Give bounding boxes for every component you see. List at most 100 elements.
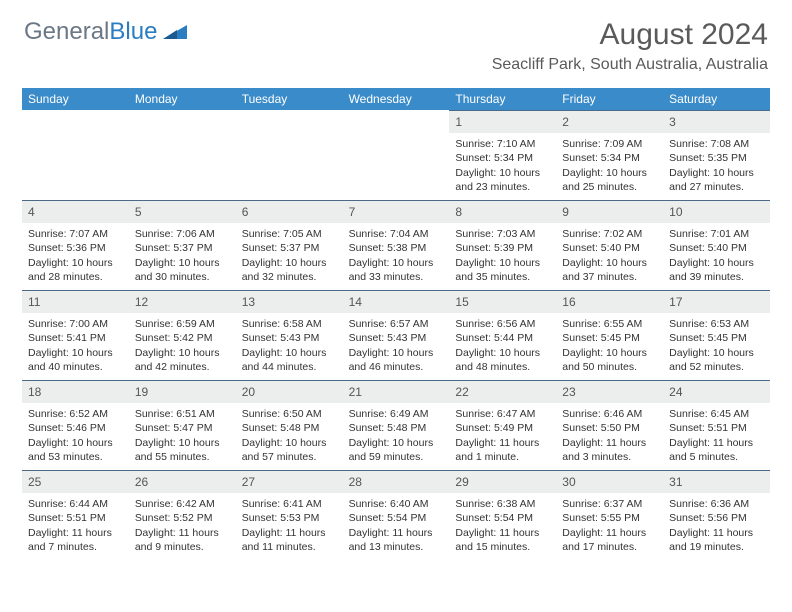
daylight-text-2: and 11 minutes. xyxy=(242,540,337,554)
daylight-text-2: and 17 minutes. xyxy=(562,540,657,554)
sunset-text: Sunset: 5:34 PM xyxy=(455,151,550,165)
day-details: Sunrise: 7:01 AMSunset: 5:40 PMDaylight:… xyxy=(663,223,770,290)
sunrise-text: Sunrise: 6:45 AM xyxy=(669,407,764,421)
day-cell-4: 4Sunrise: 7:07 AMSunset: 5:36 PMDaylight… xyxy=(22,200,129,290)
days-grid: ........1Sunrise: 7:10 AMSunset: 5:34 PM… xyxy=(22,110,770,560)
daylight-text-1: Daylight: 10 hours xyxy=(242,436,337,450)
day-details: Sunrise: 7:07 AMSunset: 5:36 PMDaylight:… xyxy=(22,223,129,290)
day-details: Sunrise: 7:06 AMSunset: 5:37 PMDaylight:… xyxy=(129,223,236,290)
daylight-text-2: and 19 minutes. xyxy=(669,540,764,554)
daylight-text-1: Daylight: 11 hours xyxy=(562,526,657,540)
day-cell-17: 17Sunrise: 6:53 AMSunset: 5:45 PMDayligh… xyxy=(663,290,770,380)
day-cell-10: 10Sunrise: 7:01 AMSunset: 5:40 PMDayligh… xyxy=(663,200,770,290)
sunset-text: Sunset: 5:35 PM xyxy=(669,151,764,165)
sunset-text: Sunset: 5:50 PM xyxy=(562,421,657,435)
daylight-text-2: and 59 minutes. xyxy=(349,450,444,464)
sunrise-text: Sunrise: 7:06 AM xyxy=(135,227,230,241)
sunset-text: Sunset: 5:40 PM xyxy=(562,241,657,255)
daylight-text-2: and 27 minutes. xyxy=(669,180,764,194)
daylight-text-2: and 13 minutes. xyxy=(349,540,444,554)
weekday-thursday: Thursday xyxy=(449,88,556,110)
daylight-text-2: and 28 minutes. xyxy=(28,270,123,284)
daylight-text-2: and 1 minute. xyxy=(455,450,550,464)
day-cell-31: 31Sunrise: 6:36 AMSunset: 5:56 PMDayligh… xyxy=(663,470,770,560)
day-details: Sunrise: 6:50 AMSunset: 5:48 PMDaylight:… xyxy=(236,403,343,470)
day-number: 14 xyxy=(343,290,450,313)
day-cell-8: 8Sunrise: 7:03 AMSunset: 5:39 PMDaylight… xyxy=(449,200,556,290)
day-cell-3: 3Sunrise: 7:08 AMSunset: 5:35 PMDaylight… xyxy=(663,110,770,200)
sunrise-text: Sunrise: 6:49 AM xyxy=(349,407,444,421)
day-cell-13: 13Sunrise: 6:58 AMSunset: 5:43 PMDayligh… xyxy=(236,290,343,380)
day-number: 6 xyxy=(236,200,343,223)
day-details: Sunrise: 6:41 AMSunset: 5:53 PMDaylight:… xyxy=(236,493,343,560)
day-cell-24: 24Sunrise: 6:45 AMSunset: 5:51 PMDayligh… xyxy=(663,380,770,470)
day-cell-12: 12Sunrise: 6:59 AMSunset: 5:42 PMDayligh… xyxy=(129,290,236,380)
daylight-text-1: Daylight: 11 hours xyxy=(242,526,337,540)
day-number: 31 xyxy=(663,470,770,493)
sunrise-text: Sunrise: 6:51 AM xyxy=(135,407,230,421)
daylight-text-2: and 40 minutes. xyxy=(28,360,123,374)
day-number: 20 xyxy=(236,380,343,403)
day-cell-2: 2Sunrise: 7:09 AMSunset: 5:34 PMDaylight… xyxy=(556,110,663,200)
day-number: 18 xyxy=(22,380,129,403)
day-number: 24 xyxy=(663,380,770,403)
sunrise-text: Sunrise: 6:52 AM xyxy=(28,407,123,421)
day-details: Sunrise: 6:51 AMSunset: 5:47 PMDaylight:… xyxy=(129,403,236,470)
sunset-text: Sunset: 5:43 PM xyxy=(349,331,444,345)
daylight-text-2: and 3 minutes. xyxy=(562,450,657,464)
day-cell-23: 23Sunrise: 6:46 AMSunset: 5:50 PMDayligh… xyxy=(556,380,663,470)
day-details: Sunrise: 6:44 AMSunset: 5:51 PMDaylight:… xyxy=(22,493,129,560)
sunrise-text: Sunrise: 7:01 AM xyxy=(669,227,764,241)
day-cell-29: 29 Sunrise: 6:38 AMSunset: 5:54 PMDayligh… xyxy=(449,470,556,560)
sunset-text: Sunset: 5:52 PM xyxy=(135,511,230,525)
sunset-text: Sunset: 5:54 PM xyxy=(455,511,550,525)
daylight-text-1: Daylight: 10 hours xyxy=(455,166,550,180)
sunrise-text: Sunrise: 7:09 AM xyxy=(562,137,657,151)
day-number: 7 xyxy=(343,200,450,223)
day-cell-5: 5Sunrise: 7:06 AMSunset: 5:37 PMDaylight… xyxy=(129,200,236,290)
day-cell-20: 20Sunrise: 6:50 AMSunset: 5:48 PMDayligh… xyxy=(236,380,343,470)
day-details: Sunrise: 7:04 AMSunset: 5:38 PMDaylight:… xyxy=(343,223,450,290)
day-details: Sunrise: 7:08 AMSunset: 5:35 PMDaylight:… xyxy=(663,133,770,200)
sunrise-text: Sunrise: 6:55 AM xyxy=(562,317,657,331)
sunrise-text: Sunrise: 7:07 AM xyxy=(28,227,123,241)
sunrise-text: Sunrise: 6:59 AM xyxy=(135,317,230,331)
sunrise-text: Sunrise: 6:38 AM xyxy=(455,497,550,511)
sunrise-text: Sunrise: 6:44 AM xyxy=(28,497,123,511)
location-subtitle: Seacliff Park, South Australia, Australi… xyxy=(492,56,768,74)
calendar: SundayMondayTuesdayWednesdayThursdayFrid… xyxy=(22,88,770,560)
day-cell-22: 22Sunrise: 6:47 AMSunset: 5:49 PMDayligh… xyxy=(449,380,556,470)
day-details: Sunrise: 6:57 AMSunset: 5:43 PMDaylight:… xyxy=(343,313,450,380)
day-number: 2 xyxy=(556,110,663,133)
day-number: 8 xyxy=(449,200,556,223)
weekday-tuesday: Tuesday xyxy=(236,88,343,110)
day-cell-7: 7Sunrise: 7:04 AMSunset: 5:38 PMDaylight… xyxy=(343,200,450,290)
sunrise-text: Sunrise: 6:46 AM xyxy=(562,407,657,421)
weekday-header-row: SundayMondayTuesdayWednesdayThursdayFrid… xyxy=(22,88,770,110)
sunset-text: Sunset: 5:56 PM xyxy=(669,511,764,525)
day-cell-empty: .. xyxy=(129,110,236,200)
daylight-text-2: and 5 minutes. xyxy=(669,450,764,464)
sunrise-text: Sunrise: 6:50 AM xyxy=(242,407,337,421)
day-number: 10 xyxy=(663,200,770,223)
day-number: 1 xyxy=(449,110,556,133)
weekday-saturday: Saturday xyxy=(663,88,770,110)
day-cell-15: 15Sunrise: 6:56 AMSunset: 5:44 PMDayligh… xyxy=(449,290,556,380)
daylight-text-1: Daylight: 11 hours xyxy=(455,526,550,540)
sunset-text: Sunset: 5:45 PM xyxy=(562,331,657,345)
weekday-monday: Monday xyxy=(129,88,236,110)
daylight-text-1: Daylight: 10 hours xyxy=(135,256,230,270)
daylight-text-1: Daylight: 11 hours xyxy=(455,436,550,450)
daylight-text-2: and 57 minutes. xyxy=(242,450,337,464)
day-details: Sunrise: 6:55 AMSunset: 5:45 PMDaylight:… xyxy=(556,313,663,380)
day-details: Sunrise: 6:37 AMSunset: 5:55 PMDaylight:… xyxy=(556,493,663,560)
sunset-text: Sunset: 5:49 PM xyxy=(455,421,550,435)
day-number: 13 xyxy=(236,290,343,313)
day-cell-28: 28Sunrise: 6:40 AMSunset: 5:54 PMDayligh… xyxy=(343,470,450,560)
daylight-text-1: Daylight: 10 hours xyxy=(562,346,657,360)
day-number: 23 xyxy=(556,380,663,403)
day-number: 11 xyxy=(22,290,129,313)
daylight-text-2: and 52 minutes. xyxy=(669,360,764,374)
sunrise-text: Sunrise: 7:04 AM xyxy=(349,227,444,241)
day-number: 29 xyxy=(449,470,556,493)
